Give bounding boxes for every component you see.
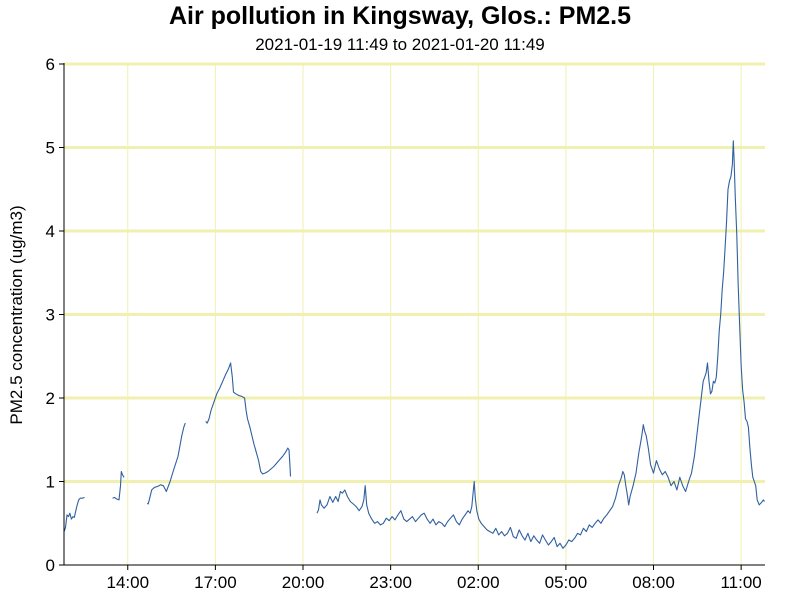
y-tick-label: 6 xyxy=(46,55,55,74)
series-line-segment xyxy=(316,140,765,549)
x-tick-label: 02:00 xyxy=(457,573,500,592)
axes xyxy=(59,63,765,570)
y-tick-label: 3 xyxy=(46,306,55,325)
chart-subtitle: 2021-01-19 11:49 to 2021-01-20 11:49 xyxy=(255,35,545,54)
x-tick-label: 20:00 xyxy=(282,573,325,592)
tick-labels: 0 1 2 3 4 5 6 14:00 17:00 20:00 23:00 02:00 05:00 08:… xyxy=(46,55,762,592)
series-line-segment xyxy=(146,422,186,505)
series-line-segment xyxy=(63,496,85,532)
x-tick-label: 17:00 xyxy=(194,573,237,592)
series-line-segment xyxy=(112,470,125,501)
series-layer xyxy=(63,140,765,549)
y-tick-label: 1 xyxy=(46,473,55,492)
y-axis-label: PM2.5 concentration (ug/m3) xyxy=(7,205,26,424)
y-tick-label: 5 xyxy=(46,139,55,158)
x-tick-label: 23:00 xyxy=(369,573,412,592)
x-tick-label: 11:00 xyxy=(720,573,761,592)
chart-title: Air pollution in Kingsway, Glos.: PM2.5 xyxy=(168,2,632,30)
y-tick-label: 4 xyxy=(46,222,55,241)
x-tick-label: 05:00 xyxy=(545,573,588,592)
series-line-segment xyxy=(205,362,292,477)
grid-lines xyxy=(64,62,765,565)
x-tick-label: 14:00 xyxy=(106,573,149,592)
x-tick-label: 08:00 xyxy=(632,573,675,592)
y-tick-label: 0 xyxy=(46,556,55,575)
y-tick-label: 2 xyxy=(46,389,55,408)
